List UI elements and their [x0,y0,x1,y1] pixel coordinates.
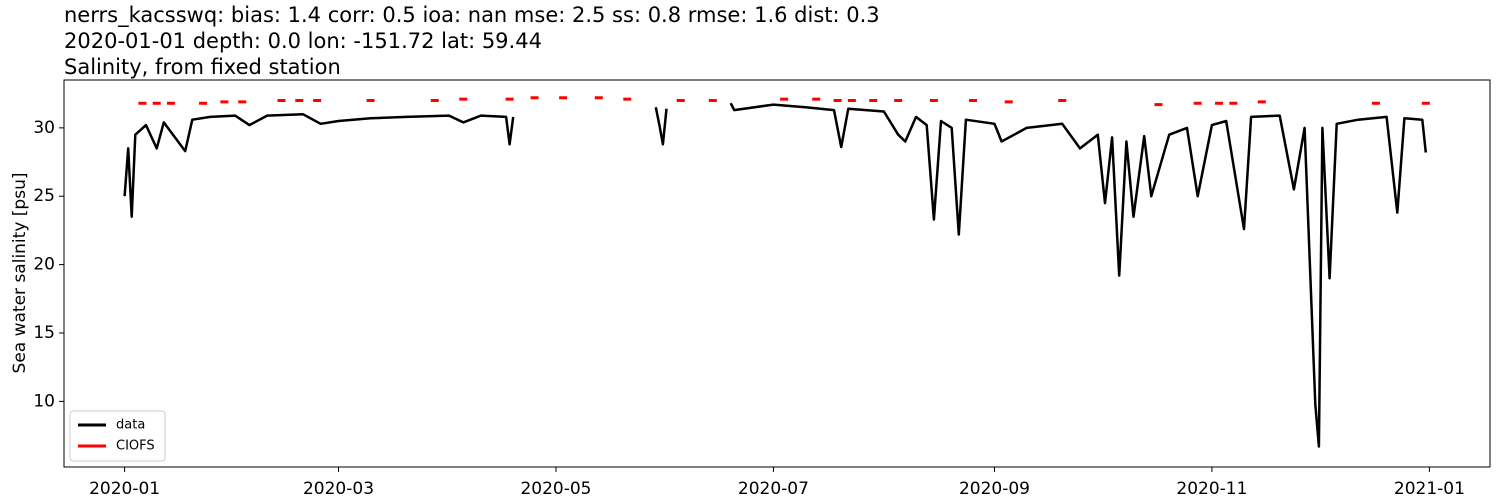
data-line [123,102,1428,448]
y-tick-label: 10 [33,391,55,411]
x-tick-label: 2020-09 [959,479,1030,499]
y-tick-label: 15 [33,323,55,343]
x-tick-label: 2020-05 [520,479,591,499]
y-tick-label: 30 [33,118,55,138]
y-tick-label: 20 [33,255,55,275]
y-axis-label: Sea water salinity [psu] [10,173,30,374]
x-tick-label: 2021-01 [1394,479,1465,499]
chart-title: nerrs_kacsswq: bias: 1.4 corr: 0.5 ioa: … [64,3,880,28]
y-tick-label: 25 [33,186,55,206]
chart-subtitle: Salinity, from fixed station [64,55,341,79]
legend-label: data [116,418,145,433]
x-tick-label: 2020-07 [738,479,809,499]
x-tick-label: 2020-01 [89,479,160,499]
legend: data CIOFS [69,410,166,462]
x-tick-label: 2020-03 [303,479,374,499]
x-tick-label: 2020-11 [1176,479,1247,499]
chart-subtitle: 2020-01-01 depth: 0.0 lon: -151.72 lat: … [64,29,542,53]
legend-label: CIOFS [116,439,155,454]
plot-frame [63,79,1491,468]
